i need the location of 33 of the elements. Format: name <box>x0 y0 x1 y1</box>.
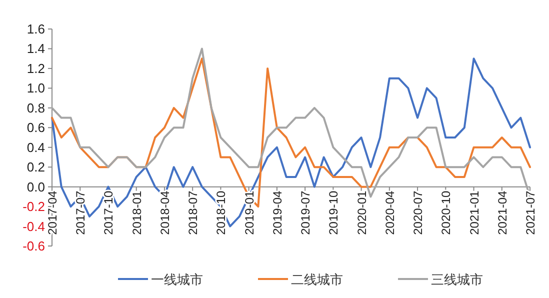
x-tick-label: 2020-04 <box>382 190 397 235</box>
x-tick-label: 2021-01 <box>467 190 482 235</box>
y-tick-label: 0.6 <box>26 120 45 136</box>
x-tick-label: 2018-01 <box>130 190 144 235</box>
y-tick-label: -0.6 <box>22 238 45 254</box>
legend-label: 一线城市 <box>151 272 203 287</box>
x-tick-label: 2017-04 <box>46 190 60 235</box>
x-tick-label: 2020-07 <box>411 190 426 235</box>
x-tick-label: 2019-01 <box>242 190 256 235</box>
y-tick-label: -0.2 <box>22 199 45 214</box>
x-tick-label: 2019-07 <box>298 190 313 235</box>
x-tick-label: 2019-04 <box>270 190 284 235</box>
y-tick-label: 1.2 <box>26 60 45 76</box>
x-tick-label: 2021-04 <box>495 190 510 235</box>
x-tick-label: 2017-10 <box>102 190 116 235</box>
x-tick-label: 2017-07 <box>74 190 88 235</box>
x-tick-label: 2018-07 <box>186 190 200 235</box>
y-tick-label: 1.6 <box>26 22 45 36</box>
y-tick-label: 0.0 <box>26 179 45 194</box>
x-tick-label: 2018-10 <box>214 190 228 235</box>
legend-label: 二线城市 <box>291 272 343 287</box>
y-tick-label: 0.8 <box>26 100 45 116</box>
y-tick-label: 1.4 <box>26 41 45 56</box>
y-tick-label: 0.2 <box>26 160 45 175</box>
x-tick-label: 2018-04 <box>158 190 172 235</box>
x-tick-label: 2020-10 <box>439 190 454 235</box>
y-tick-label: -0.4 <box>22 218 45 234</box>
x-tick-label: 2021-07 <box>524 190 538 235</box>
y-tick-label: 0.4 <box>26 140 45 155</box>
x-tick-label: 2019-10 <box>326 190 341 235</box>
legend-label: 三线城市 <box>431 272 483 287</box>
x-tick-label: 2020-01 <box>354 190 369 235</box>
y-tick-label: 1.0 <box>26 80 45 96</box>
